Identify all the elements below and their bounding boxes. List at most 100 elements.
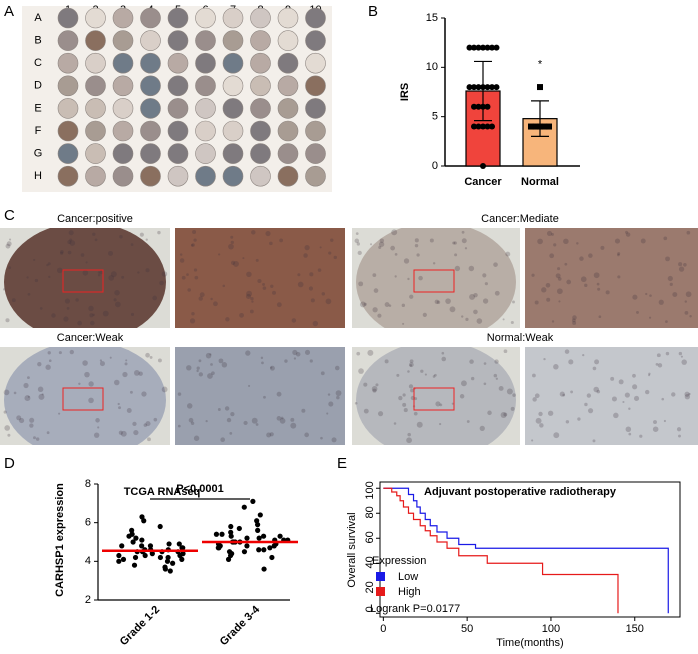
texture xyxy=(246,271,252,278)
texture xyxy=(532,397,537,402)
texture xyxy=(645,292,648,296)
texture xyxy=(242,257,245,260)
tissue-core xyxy=(305,98,326,119)
texture xyxy=(663,236,668,241)
point xyxy=(139,514,145,520)
tissue-core xyxy=(140,30,161,51)
texture xyxy=(58,412,61,415)
texture xyxy=(676,427,682,432)
texture xyxy=(512,393,516,397)
texture xyxy=(63,316,69,322)
texture xyxy=(461,380,467,387)
texture xyxy=(402,393,406,397)
point xyxy=(256,547,262,553)
tissue-core xyxy=(305,143,326,164)
texture xyxy=(207,373,213,379)
texture xyxy=(593,272,600,279)
chart-title: Adjuvant postoperative radiotherapy xyxy=(424,486,617,498)
texture xyxy=(179,258,185,263)
point xyxy=(157,554,164,561)
point xyxy=(225,556,232,563)
texture xyxy=(557,277,562,281)
x-tick-label: Grade 3-4 xyxy=(218,603,263,648)
texture xyxy=(198,372,203,377)
survival-line xyxy=(383,487,669,614)
x-tick-label: 150 xyxy=(626,623,644,635)
texture xyxy=(402,322,405,325)
tissue-core xyxy=(250,30,271,51)
texture xyxy=(245,350,251,356)
texture xyxy=(210,297,213,301)
texture xyxy=(45,364,51,370)
point xyxy=(244,535,250,541)
texture xyxy=(130,312,135,316)
point xyxy=(528,123,534,130)
tissue-core xyxy=(277,98,299,119)
texture xyxy=(505,251,511,257)
point xyxy=(471,123,477,130)
texture xyxy=(678,262,683,267)
texture xyxy=(230,240,234,245)
texture xyxy=(498,385,504,391)
texture xyxy=(373,288,379,293)
texture xyxy=(19,418,25,424)
tissue-core xyxy=(85,52,106,74)
texture xyxy=(2,288,6,291)
point xyxy=(176,541,182,547)
tissue-core xyxy=(57,98,79,119)
texture xyxy=(657,363,663,368)
texture xyxy=(597,287,601,291)
texture xyxy=(562,393,566,397)
texture xyxy=(126,408,132,413)
point xyxy=(166,541,172,547)
texture xyxy=(625,426,632,432)
tissue-core xyxy=(277,7,299,29)
texture xyxy=(678,351,683,356)
texture xyxy=(35,437,40,441)
texture xyxy=(683,262,687,267)
texture xyxy=(563,238,569,245)
texture xyxy=(495,377,498,380)
texture xyxy=(308,286,314,291)
texture xyxy=(159,280,164,286)
tissue-core xyxy=(112,30,134,51)
point xyxy=(480,103,486,110)
annotation: Logrank P=0.0177 xyxy=(370,603,460,615)
texture xyxy=(564,262,568,266)
chart-title: TCGA RNAseq xyxy=(124,486,201,498)
texture xyxy=(494,290,500,296)
texture xyxy=(191,312,195,316)
texture xyxy=(510,406,515,411)
texture xyxy=(407,370,410,373)
texture xyxy=(468,265,475,272)
point xyxy=(480,84,486,91)
tissue-core xyxy=(250,7,271,29)
texture xyxy=(261,361,264,365)
texture xyxy=(4,425,11,431)
texture xyxy=(557,267,561,271)
point xyxy=(250,498,256,504)
texture xyxy=(354,238,360,244)
texture xyxy=(449,306,456,313)
point xyxy=(147,543,154,549)
plot-frame xyxy=(379,481,681,618)
texture xyxy=(312,320,319,327)
texture xyxy=(586,393,592,398)
texture xyxy=(685,291,692,298)
texture xyxy=(82,270,89,276)
texture xyxy=(459,394,465,399)
texture xyxy=(114,290,120,296)
texture xyxy=(224,406,230,411)
texture xyxy=(304,349,311,355)
texture xyxy=(359,301,366,308)
texture xyxy=(115,301,121,308)
tissue-core xyxy=(167,7,189,29)
texture xyxy=(331,437,337,443)
texture xyxy=(356,351,361,356)
texture xyxy=(37,362,42,367)
texture xyxy=(665,351,670,356)
texture xyxy=(229,432,233,435)
y-tick-label: 0 xyxy=(364,606,376,612)
histology-image xyxy=(175,228,345,328)
texture xyxy=(656,353,661,358)
